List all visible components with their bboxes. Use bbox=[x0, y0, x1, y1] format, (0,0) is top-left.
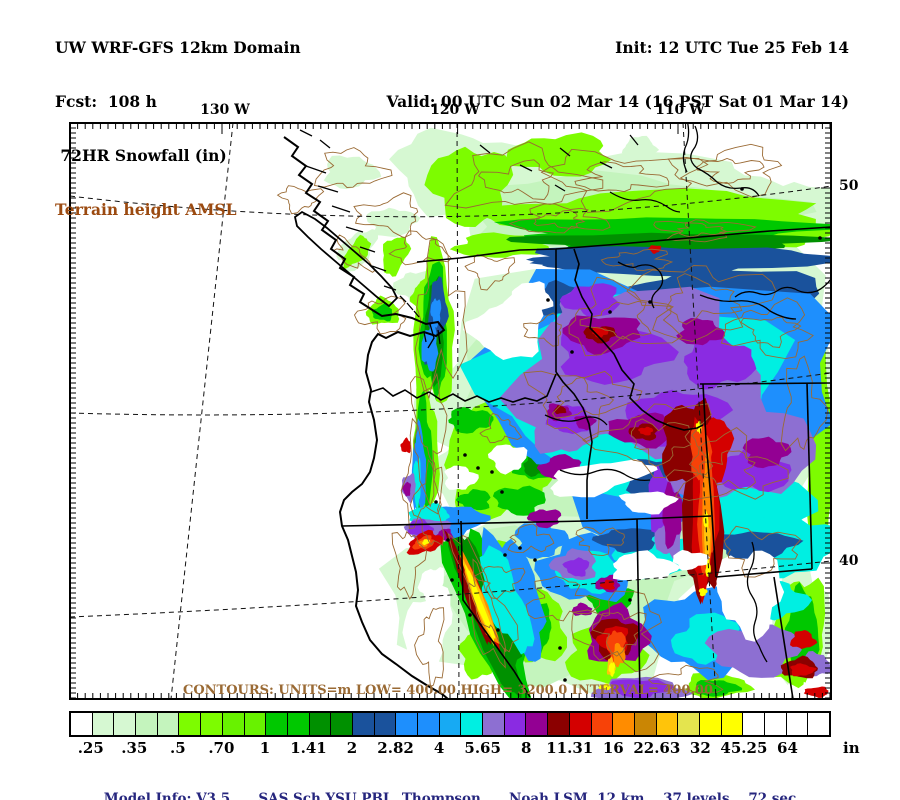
colorbar-cell bbox=[135, 713, 157, 735]
ca-nv-border bbox=[460, 520, 531, 698]
colorbar-tick-label: 11.31 bbox=[546, 739, 594, 757]
graticule bbox=[70, 123, 831, 699]
latitude-label: 40 bbox=[839, 553, 859, 569]
colorbar-cell bbox=[720, 713, 743, 735]
coastline bbox=[283, 136, 449, 699]
colorbar-tick-label: 8 bbox=[520, 739, 532, 757]
nv-ut-border bbox=[636, 518, 641, 699]
colorbar-tick-label: .35 bbox=[121, 739, 148, 757]
colorbar-cell bbox=[243, 713, 266, 735]
valid-time: Valid: 00 UTC Sun 02 Mar 14 (16 PST Sat … bbox=[386, 92, 849, 111]
colorbar-cell bbox=[655, 713, 678, 735]
colorbar-tick-label: 64 bbox=[777, 739, 798, 757]
colorbar-tick-labels: .25 .35 .5 .70 1 1.41 2 2.82 4 5.65 8 11.31 16 22.63 3… bbox=[69, 739, 860, 759]
contour-note: CONTOURS: UNITS=m LOW= 400.00 HIGH= 3200… bbox=[183, 683, 713, 698]
rivers bbox=[299, 123, 831, 663]
model-info-line1: Model Info: V3.5 SAS Sch YSU PBL Thompso… bbox=[103, 791, 797, 800]
colorbar-cell bbox=[286, 713, 309, 735]
longitude-label: 110 W bbox=[655, 102, 705, 118]
colorbar bbox=[69, 711, 831, 737]
init-time: Init: 12 UTC Tue 25 Feb 14 bbox=[615, 38, 849, 57]
colorbar-cell bbox=[417, 713, 439, 735]
colorbar-cell bbox=[460, 713, 483, 735]
model-title: UW WRF-GFS 12km Domain bbox=[55, 38, 301, 57]
colorbar-cell bbox=[265, 713, 287, 735]
forecast-hour: Fcst: 108 h bbox=[55, 92, 157, 111]
42n-border bbox=[341, 515, 712, 527]
vancouver-island bbox=[293, 210, 399, 308]
colorbar-cell bbox=[482, 713, 504, 735]
mt-wy-border bbox=[699, 382, 831, 385]
wy-w-border bbox=[702, 383, 717, 578]
terrain-contours bbox=[276, 141, 829, 694]
wa-or-border bbox=[370, 373, 557, 403]
colorbar-tick-label: 16 bbox=[602, 739, 624, 757]
colorbar-cell bbox=[612, 713, 634, 735]
41n-border bbox=[715, 568, 813, 578]
colorbar-cell bbox=[351, 713, 374, 735]
colorbar-tick-label: 22.63 bbox=[633, 739, 681, 757]
colorbar-cell bbox=[568, 713, 591, 735]
colorbar-cell bbox=[91, 713, 114, 735]
tick-marks bbox=[69, 122, 831, 699]
colorbar-cell bbox=[438, 713, 461, 735]
field-name: 72HR Snowfall (in) bbox=[55, 146, 227, 165]
colorbar-cell bbox=[742, 713, 764, 735]
model-info-footer: Model Info: V3.5 SAS Sch YSU PBL Thompso… bbox=[0, 762, 900, 800]
colorbar-cell bbox=[633, 713, 656, 735]
colorbar-cell bbox=[156, 713, 179, 735]
colorbar-tick-label: 32 bbox=[689, 739, 711, 757]
colorbar-cell bbox=[525, 713, 548, 735]
state-borders bbox=[341, 226, 831, 699]
or-id-border bbox=[555, 371, 593, 519]
colorbar-tick-label: 45.25 bbox=[720, 739, 768, 757]
colorbar-cell bbox=[698, 713, 721, 735]
colorbar-cell bbox=[395, 713, 417, 735]
peak-marks bbox=[434, 187, 822, 682]
colorbar-cell bbox=[590, 713, 613, 735]
colorbar-cell bbox=[547, 713, 569, 735]
colorbar-cell bbox=[677, 713, 699, 735]
colorbar-tick-label: 4 bbox=[433, 739, 445, 757]
colorbar-tick-label: 5.65 bbox=[464, 739, 501, 757]
colorbar-cell bbox=[764, 713, 786, 735]
ut-co-border bbox=[773, 576, 794, 699]
id-mt-border bbox=[573, 248, 704, 431]
colorbar-tick-label: .25 bbox=[77, 739, 104, 757]
colorbar-cell bbox=[330, 713, 352, 735]
longitude-label: 120 W bbox=[430, 102, 480, 118]
wy-e-border bbox=[806, 382, 813, 570]
canada-border bbox=[416, 226, 831, 263]
colorbar-cell bbox=[178, 713, 201, 735]
colorbar-cell bbox=[373, 713, 396, 735]
colorbar-tick-label: .70 bbox=[208, 739, 235, 757]
colorbar-tick-label: .5 bbox=[170, 739, 186, 757]
colorbar-cell bbox=[807, 713, 830, 735]
colorbar-tick-label: 1.41 bbox=[290, 739, 327, 757]
colorbar-cell bbox=[71, 713, 92, 735]
colorbar-cell bbox=[308, 713, 331, 735]
colorbar-tick-label: 2.82 bbox=[377, 739, 414, 757]
colorbar-cell bbox=[113, 713, 136, 735]
colorbar-cell bbox=[785, 713, 808, 735]
colorbar-tick-label: 2 bbox=[346, 739, 358, 757]
colorbar-cell bbox=[221, 713, 244, 735]
longitude-label: 130 W bbox=[200, 102, 250, 118]
colorbar-cell bbox=[200, 713, 222, 735]
colorbar-tick-label: 1 bbox=[259, 739, 271, 757]
terrain-overlay-label: Terrain height AMSL bbox=[55, 200, 237, 219]
latitude-label: 50 bbox=[839, 178, 859, 194]
colorbar-unit-label: in bbox=[843, 739, 860, 757]
colorbar-cell bbox=[503, 713, 526, 735]
